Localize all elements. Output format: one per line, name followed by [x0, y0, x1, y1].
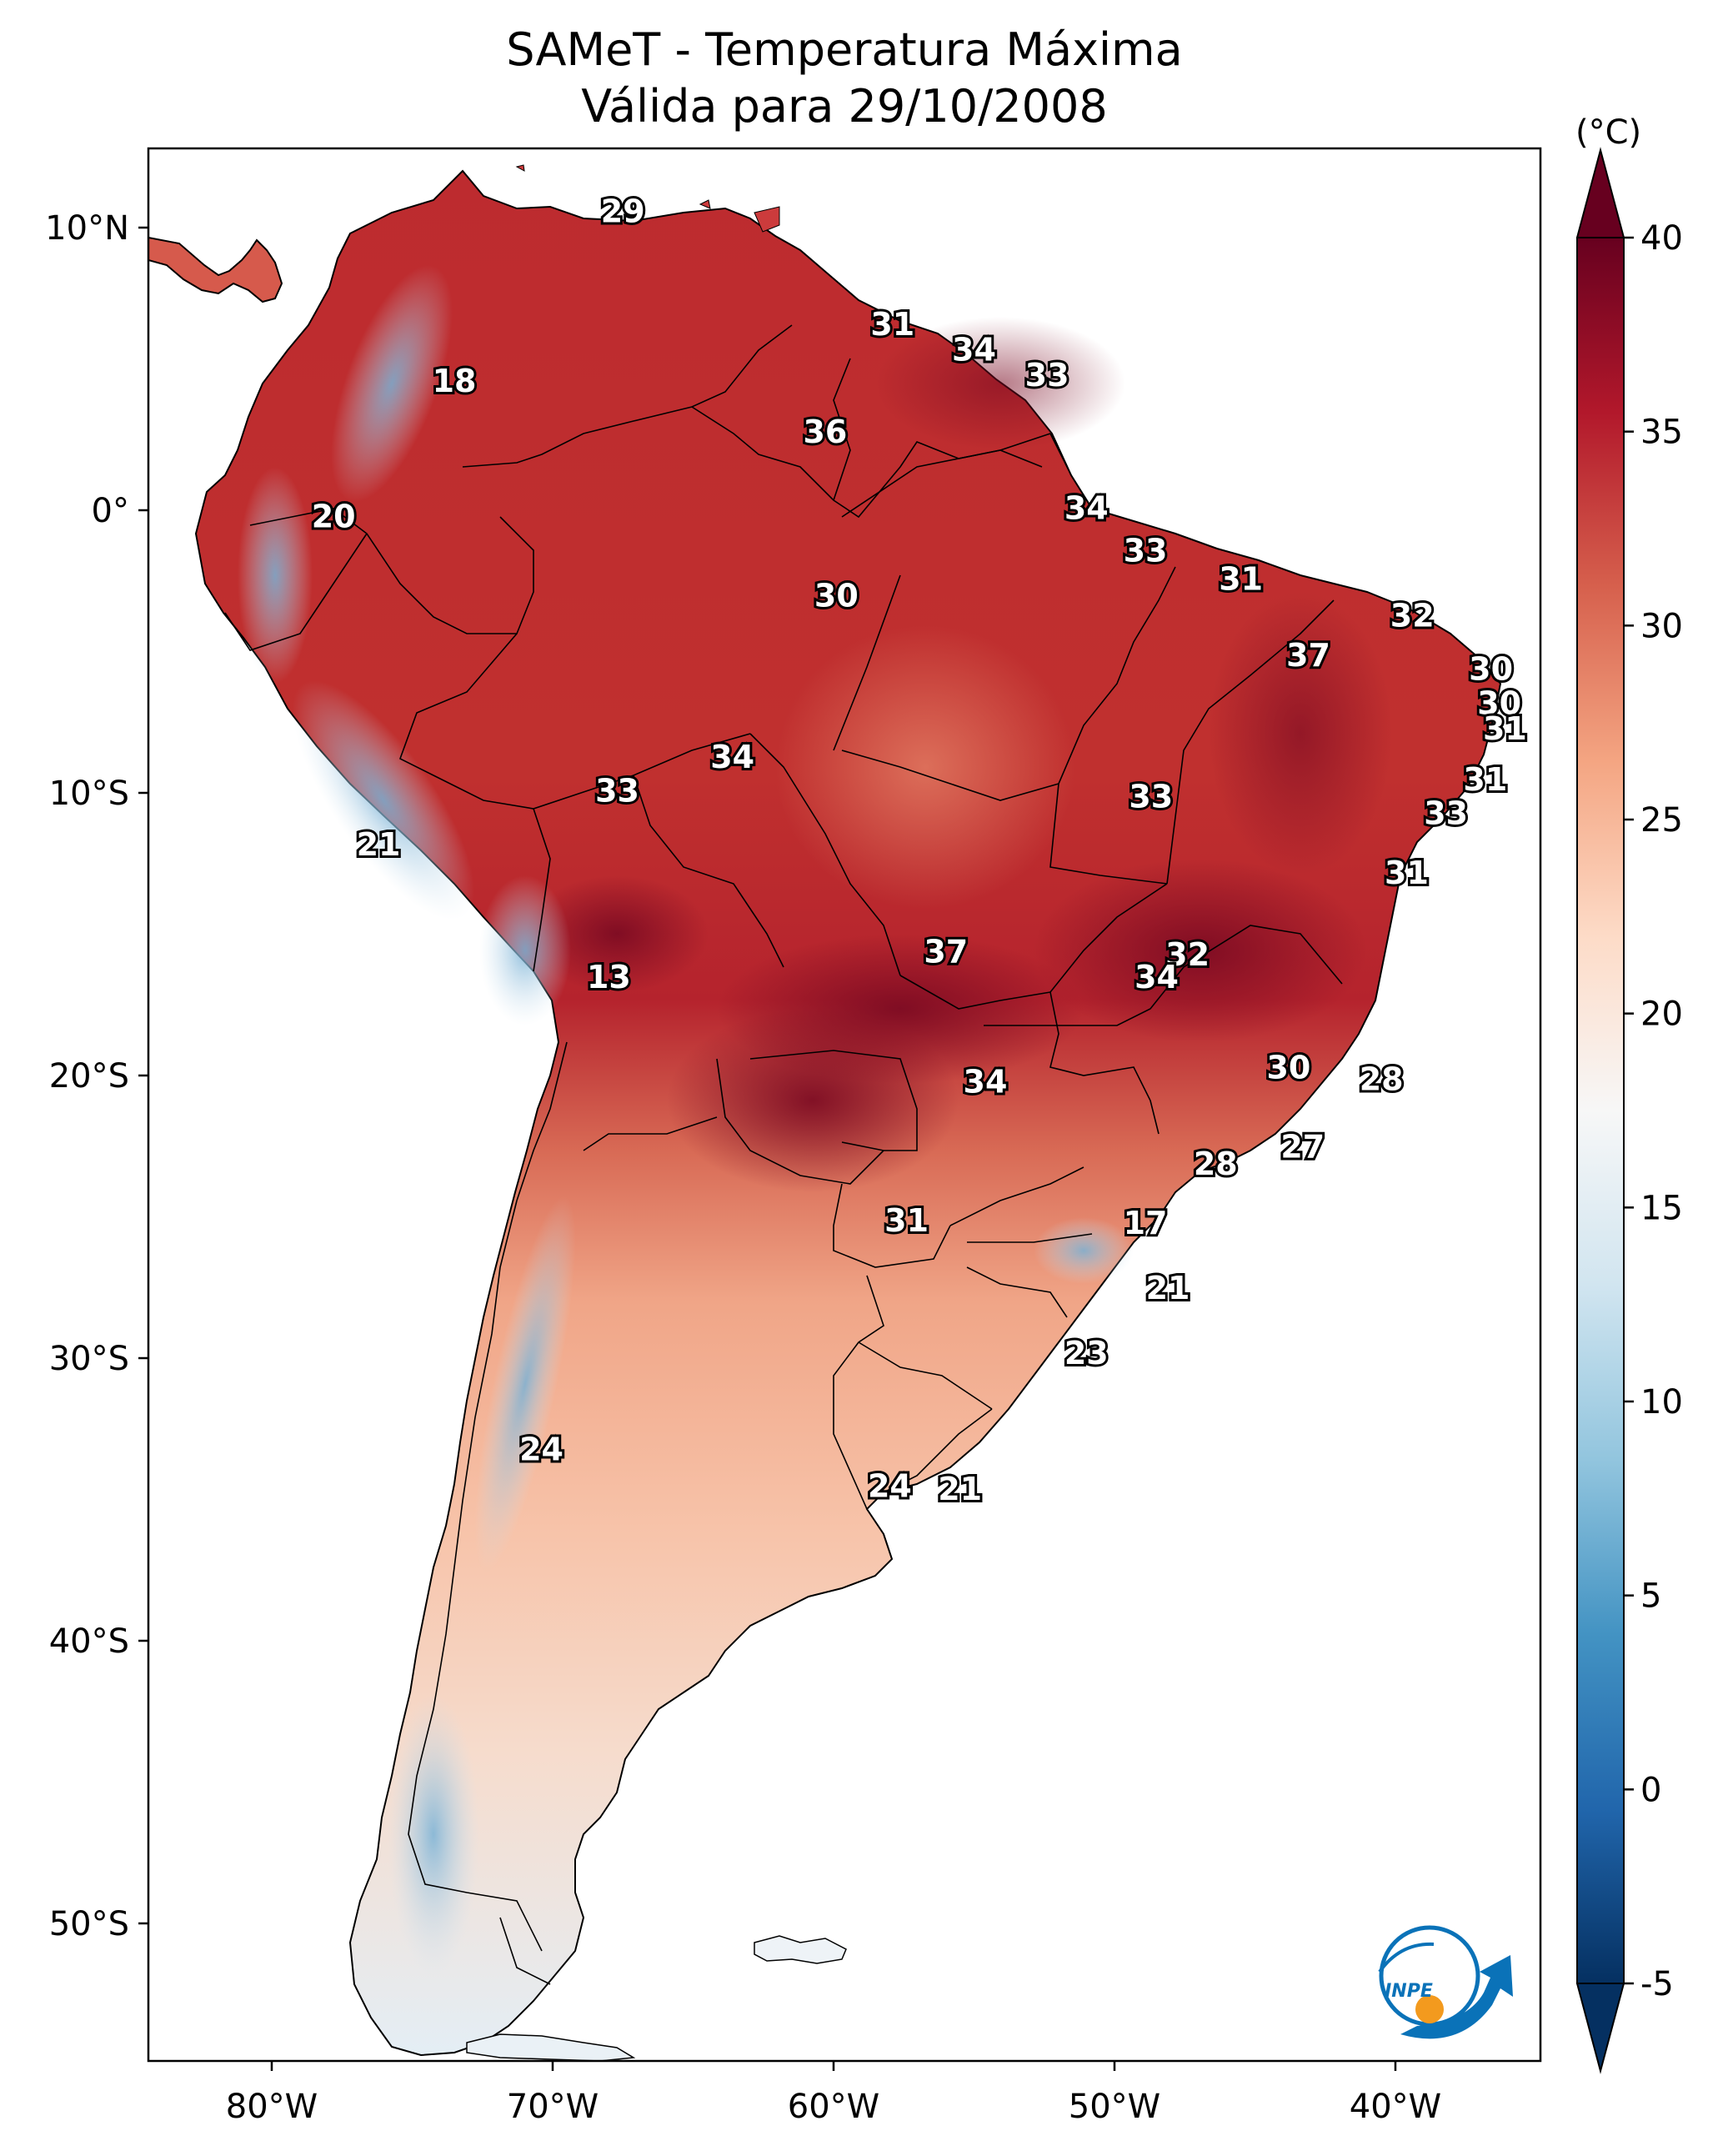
- cool-andes-colombia: [331, 264, 453, 503]
- contour-label: 31: [884, 1202, 929, 1239]
- contour-label: 29: [601, 193, 645, 230]
- colorbar-tick-label: 20: [1640, 995, 1683, 1034]
- colorbar: (°C) 40 35 30 25 20 15 10 5 0 -5: [1575, 113, 1683, 2074]
- contour-label: 28: [1360, 1060, 1404, 1097]
- hotspot-mato-grosso: [717, 934, 1084, 1084]
- contour-label: 31: [1463, 761, 1507, 798]
- contour-label: 13: [587, 959, 631, 995]
- contour-label: 21: [1146, 1270, 1190, 1306]
- contour-label: 31: [1483, 710, 1527, 747]
- inpe-logo-text: INPE: [1385, 1981, 1433, 2002]
- colorbar-extend-min: [1575, 1983, 1625, 2074]
- caribbean-islands: [515, 164, 780, 233]
- chart-subtitle: Válida para 29/10/2008: [581, 80, 1108, 133]
- lon-tick-label: 40°W: [1350, 2088, 1441, 2126]
- cool-andes-peru: [292, 680, 475, 920]
- contour-label: 23: [1064, 1335, 1109, 1371]
- contour-label: 34: [1064, 490, 1109, 527]
- chart-title: SAMeT - Temperatura Máxima: [506, 23, 1183, 76]
- contour-label: 20: [312, 499, 356, 535]
- longitude-axis: 80°W 70°W 60°W 50°W 40°W: [226, 2061, 1441, 2126]
- colorbar-tick-label: 25: [1640, 801, 1683, 840]
- contour-label: 31: [1385, 855, 1429, 891]
- central-america-landmass: [148, 236, 283, 303]
- hotspot-northeast: [1209, 592, 1392, 875]
- colorbar-tick-label: 30: [1640, 607, 1683, 645]
- contour-label: 34: [952, 332, 996, 369]
- contour-label: 33: [1424, 795, 1468, 832]
- lat-tick-label: 20°S: [49, 1057, 129, 1096]
- contour-label: 30: [814, 578, 859, 614]
- contour-label: 33: [595, 773, 639, 810]
- contour-label: 34: [964, 1064, 1008, 1101]
- cool-andes-chile: [474, 1196, 576, 1572]
- contour-label: 24: [519, 1431, 563, 1467]
- contour-label: 30: [1266, 1050, 1310, 1086]
- contour-label: 37: [924, 934, 968, 970]
- lat-tick-label: 40°S: [49, 1622, 129, 1661]
- colorbar-tick-label: 15: [1640, 1189, 1683, 1227]
- colorbar-tick-label: 0: [1640, 1771, 1661, 1809]
- lon-tick-label: 50°W: [1069, 2088, 1160, 2126]
- contour-label: 31: [870, 306, 914, 343]
- contour-label: 28: [1194, 1146, 1238, 1182]
- contour-label: 37: [1286, 637, 1330, 674]
- inpe-logo: INPE: [1378, 1925, 1513, 2039]
- colorbar-tick-label: 40: [1640, 219, 1683, 258]
- pale-central-brazil: [775, 625, 1075, 909]
- map-frame-border: [147, 147, 1542, 2063]
- contour-label: 32: [1165, 936, 1210, 973]
- contour-label: 24: [868, 1467, 912, 1504]
- contour-label: 21: [938, 1471, 982, 1507]
- colorbar-tick-label: 35: [1640, 414, 1683, 452]
- cool-andes-ecuador: [238, 467, 313, 684]
- colorbar-tick-label: 10: [1640, 1383, 1683, 1421]
- contour-label: 27: [1280, 1129, 1325, 1166]
- contour-label: 34: [1134, 959, 1179, 995]
- country-boundaries: [224, 324, 1343, 1985]
- cool-andes-bolivia: [479, 875, 571, 1025]
- contour-label: 30: [1469, 651, 1513, 688]
- colorbar-ticks: 40 35 30 25 20 15 10 5 0 -5: [1624, 219, 1683, 2003]
- contour-label: 32: [1390, 597, 1435, 634]
- lat-tick-label: 30°S: [49, 1340, 129, 1378]
- falkland-islands: [754, 1935, 847, 1964]
- colorbar-tick-label: -5: [1640, 1965, 1674, 2003]
- contour-label: 31: [1219, 560, 1263, 597]
- lon-tick-label: 60°W: [788, 2088, 879, 2126]
- contour-label: 21: [357, 826, 401, 863]
- contour-label: 36: [803, 414, 847, 450]
- tierra-del-fuego: [466, 2033, 636, 2061]
- lon-tick-label: 70°W: [507, 2088, 599, 2126]
- lat-tick-label: 10°S: [49, 775, 129, 813]
- contour-label: 17: [1124, 1205, 1168, 1241]
- contour-label: 18: [433, 363, 477, 399]
- hotspot-guiana: [875, 317, 1125, 450]
- latitude-axis: 10°N 0° 10°S 20°S 30°S 40°S 50°S: [45, 209, 148, 1943]
- colorbar-extend-max: [1575, 147, 1625, 238]
- colorbar-unit-label: (°C): [1575, 113, 1641, 152]
- colorbar-tick-label: 5: [1640, 1577, 1661, 1616]
- hotspot-bolivia: [525, 875, 709, 992]
- contour-label: 30: [1477, 684, 1521, 721]
- colorbar-gradient: [1576, 237, 1625, 1984]
- cool-south-brazil: [1034, 1217, 1134, 1284]
- lat-tick-label: 0°: [92, 492, 129, 530]
- lon-tick-label: 80°W: [226, 2088, 318, 2126]
- temperature-field: [148, 164, 1502, 2061]
- contour-label: 34: [710, 739, 754, 775]
- lat-tick-label: 50°S: [49, 1905, 129, 1943]
- hotspot-minas: [1034, 859, 1367, 1042]
- contour-label: 33: [1129, 778, 1173, 815]
- cool-patagonia: [388, 1692, 479, 1976]
- contour-label: 33: [1025, 357, 1069, 394]
- lat-tick-label: 10°N: [45, 209, 129, 248]
- contour-label: 33: [1124, 532, 1168, 569]
